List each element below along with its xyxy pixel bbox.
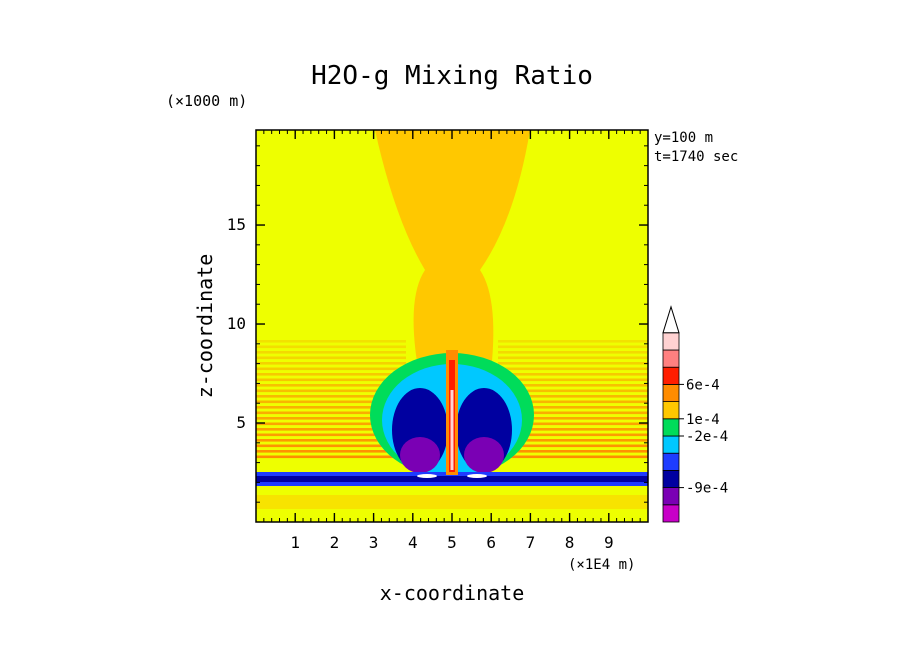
flank-band-left (256, 444, 406, 448)
colorbar-cell (662, 452, 680, 471)
lobe-left-purple (400, 437, 440, 473)
flank-band-left (256, 373, 406, 376)
flank-band-right (498, 428, 648, 431)
flank-band-left (256, 422, 406, 426)
colorbar-cell (662, 366, 680, 385)
y-axis: 5 10 15 (227, 215, 648, 432)
marker-left (417, 474, 437, 478)
y-axis-title: z-coordinate (193, 254, 217, 399)
flank-band-right (498, 395, 648, 398)
flank-band-left (256, 400, 406, 404)
flank-band-right (498, 378, 648, 382)
colorbar-cell (662, 487, 680, 506)
colorbar-extend-arrow (662, 305, 680, 334)
colorbar-cell (662, 504, 680, 523)
flank-band-right (498, 340, 648, 343)
colorbar-label: -9e-4 (686, 481, 728, 497)
flank-band-right (498, 455, 648, 459)
flank-bands (256, 340, 648, 459)
flank-band-right (498, 406, 648, 409)
x-tick-label: 1 (290, 533, 300, 552)
colorbar-cell (662, 383, 680, 402)
flank-band-right (498, 444, 648, 448)
neg-band-core (256, 476, 648, 482)
flank-band-left (256, 384, 406, 387)
flank-band-right (498, 384, 648, 387)
flank-band-right (498, 373, 648, 376)
flank-band-left (256, 417, 406, 420)
colorbar-label: 1e-4 (686, 412, 720, 428)
chart-title: H2O-g Mixing Ratio (311, 61, 593, 91)
flank-band-left (256, 450, 406, 453)
marker-right (467, 474, 487, 478)
flank-band-left (256, 340, 406, 343)
plume-lower (413, 270, 494, 380)
colorbar-cell (662, 435, 680, 454)
flank-band-left (256, 389, 406, 393)
x-tick-label: 3 (369, 533, 379, 552)
flank-band-right (498, 345, 648, 349)
flank-band-left (256, 411, 406, 415)
flank-band-right (498, 362, 648, 365)
flank-band-right (498, 439, 648, 442)
annotation-y: y=100 m (654, 130, 713, 146)
y-tick-label: 10 (227, 314, 246, 333)
x-axis: 1 2 3 4 5 6 7 8 9 (290, 130, 614, 552)
low-band (256, 495, 648, 509)
flank-band-left (256, 433, 406, 437)
flank-band-left (256, 345, 406, 349)
flank-band-right (498, 356, 648, 360)
flank-band-right (498, 389, 648, 393)
x-tick-label: 2 (330, 533, 340, 552)
flank-band-left (256, 439, 406, 442)
flank-band-right (498, 433, 648, 437)
y-tick-label: 5 (236, 413, 246, 432)
flank-band-right (498, 411, 648, 415)
y-tick-label: 15 (227, 215, 246, 234)
flank-band-left (256, 395, 406, 398)
x-axis-title: x-coordinate (380, 581, 525, 605)
x-tick-label: 9 (604, 533, 614, 552)
colorbar-cell (662, 469, 680, 488)
flank-band-left (256, 378, 406, 382)
x-units-label: (×1E4 m) (568, 557, 635, 573)
colorbar-label: 6e-4 (686, 377, 720, 393)
x-tick-label: 8 (565, 533, 575, 552)
flank-band-left (256, 367, 406, 371)
flank-band-right (498, 417, 648, 420)
y-units-label: (×1000 m) (166, 92, 247, 110)
x-tick-label: 4 (408, 533, 418, 552)
annotation-t: t=1740 sec (654, 149, 738, 165)
flank-band-left (256, 455, 406, 459)
plot-field (256, 130, 648, 522)
colorbar-cell (662, 349, 680, 368)
x-tick-label: 7 (526, 533, 536, 552)
flank-band-left (256, 362, 406, 365)
flank-band-left (256, 406, 406, 409)
x-tick-label: 6 (486, 533, 496, 552)
flank-band-right (498, 351, 648, 354)
colorbar-cell (662, 401, 680, 420)
plume-upper (375, 130, 530, 270)
flank-band-left (256, 428, 406, 431)
colorbar-label: -2e-4 (686, 429, 728, 445)
flank-band-right (498, 400, 648, 404)
flank-band-right (498, 367, 648, 371)
column-peak (450, 390, 454, 470)
colorbar-cell (662, 418, 680, 437)
colorbar-cell (662, 332, 680, 351)
flank-band-right (498, 450, 648, 453)
x-tick-label: 5 (447, 533, 457, 552)
flank-band-left (256, 356, 406, 360)
flank-band-left (256, 351, 406, 354)
colorbar: 6e-4 1e-4-2e-4 -9e-4 (662, 305, 728, 523)
flank-band-right (498, 422, 648, 426)
lobe-right-purple (464, 437, 504, 473)
